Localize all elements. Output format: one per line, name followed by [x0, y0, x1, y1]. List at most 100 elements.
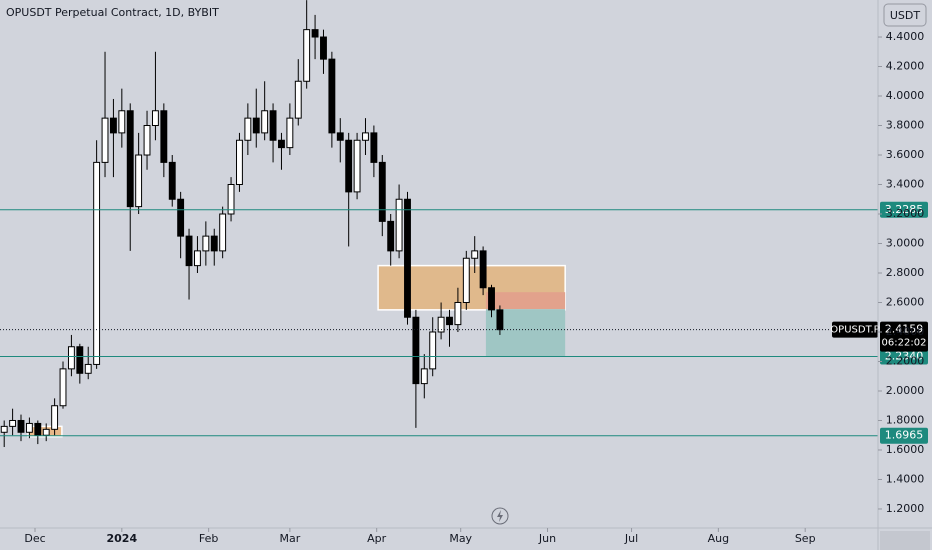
candle-body	[311, 29, 319, 38]
y-tick-label: 3.2000	[886, 207, 925, 220]
candle-body	[135, 154, 143, 208]
candle-body	[496, 309, 504, 331]
candle-body	[294, 80, 302, 119]
candle-body	[378, 161, 386, 222]
candle-body	[227, 184, 235, 215]
y-tick-label: 3.8000	[886, 119, 925, 132]
x-tick-label: Mar	[279, 532, 300, 545]
candle-body	[25, 422, 33, 433]
candle-body	[0, 425, 8, 433]
candle-body	[202, 235, 210, 252]
candle-body	[76, 346, 84, 374]
candle-body	[303, 29, 311, 82]
candle-body	[9, 419, 17, 427]
symbol-bg	[832, 321, 878, 338]
y-tick-label: 1.8000	[886, 413, 925, 426]
currency-label[interactable]: USDT	[890, 9, 921, 22]
candle-body	[429, 331, 437, 370]
candle-body	[286, 117, 294, 149]
chart-title: OPUSDT Perpetual Contract, 1D, BYBIT	[6, 6, 219, 19]
candle-body	[185, 235, 193, 267]
candle-body	[101, 117, 109, 163]
last-price-label: 2.4159	[885, 323, 924, 336]
candle-body	[252, 117, 260, 134]
candle-body	[278, 139, 285, 149]
candle-body	[236, 139, 243, 186]
candle-body	[471, 250, 479, 259]
candle-body	[362, 132, 369, 141]
candle-body	[353, 139, 361, 193]
y-tick-label: 1.4000	[886, 472, 925, 485]
candle-body	[177, 198, 185, 237]
candle-body	[395, 198, 403, 252]
candle-body	[345, 139, 353, 193]
y-tick-label: 1.2000	[886, 502, 925, 515]
candle-body	[160, 110, 168, 163]
x-tick-label: Feb	[199, 532, 218, 545]
candle-body	[479, 250, 487, 289]
y-tick-label: 3.6000	[886, 148, 925, 161]
candle-body	[219, 213, 227, 252]
axis-corner	[880, 531, 930, 550]
candle-body	[126, 110, 134, 208]
currency-button[interactable]	[883, 3, 927, 27]
candle-body	[454, 301, 462, 326]
level-label-bg	[880, 348, 928, 365]
candle-body	[244, 117, 252, 141]
level-label: 2.2340	[885, 349, 924, 362]
candle-body	[151, 110, 159, 127]
countdown-label: 06:22:02	[882, 338, 927, 349]
candle-body	[336, 132, 344, 141]
y-tick-label: 2.8000	[886, 266, 925, 279]
x-tick-label: 2024	[107, 532, 138, 545]
candle-body	[34, 422, 42, 436]
candle-body	[446, 316, 453, 326]
level-label: 3.2285	[885, 203, 924, 216]
level-label-bg	[880, 427, 928, 444]
y-tick-label: 4.4000	[886, 30, 925, 43]
candle-body	[17, 419, 25, 433]
y-tick-label: 4.2000	[886, 60, 925, 73]
candle-body	[412, 316, 420, 385]
y-tick-label: 2.4000	[886, 325, 925, 338]
candle-body	[404, 198, 411, 318]
x-tick-label: Dec	[24, 532, 45, 545]
candle-body	[51, 405, 59, 430]
x-tick-label: Jun	[538, 532, 556, 545]
symbol-label: OPUSDT.P	[830, 325, 879, 336]
x-tick-label: Apr	[367, 532, 387, 545]
y-tick-label: 3.4000	[886, 178, 925, 191]
candle-body	[420, 368, 428, 385]
x-tick-label: Jul	[624, 532, 638, 545]
candle-body	[194, 250, 201, 267]
y-tick-label: 1.6000	[886, 443, 925, 456]
y-tick-label: 2.0000	[886, 384, 925, 397]
candle-body	[42, 428, 50, 436]
candle-body	[387, 220, 395, 252]
level-label: 1.6965	[885, 429, 924, 442]
candle-body	[168, 161, 176, 200]
y-tick-label: 4.0000	[886, 89, 925, 102]
candle-body	[320, 36, 327, 60]
candle-body	[370, 132, 378, 163]
candle-body	[210, 235, 218, 252]
lightning-icon	[497, 510, 503, 522]
candle-body	[488, 287, 495, 311]
candle-body	[437, 316, 445, 333]
x-tick-label: Aug	[708, 532, 729, 545]
candle-body	[328, 58, 336, 134]
x-tick-label: Sep	[795, 532, 816, 545]
candle-body	[143, 125, 151, 156]
candle-body	[109, 117, 117, 134]
candle-body	[93, 161, 101, 365]
candle-body	[118, 110, 126, 134]
y-tick-label: 2.6000	[886, 295, 925, 308]
candle-body	[269, 110, 277, 141]
candle-body	[261, 110, 269, 134]
y-tick-label: 3.0000	[886, 236, 925, 249]
candle-body	[462, 257, 470, 303]
y-tick-label: 2.2000	[886, 354, 925, 367]
x-tick-label: May	[449, 532, 472, 545]
